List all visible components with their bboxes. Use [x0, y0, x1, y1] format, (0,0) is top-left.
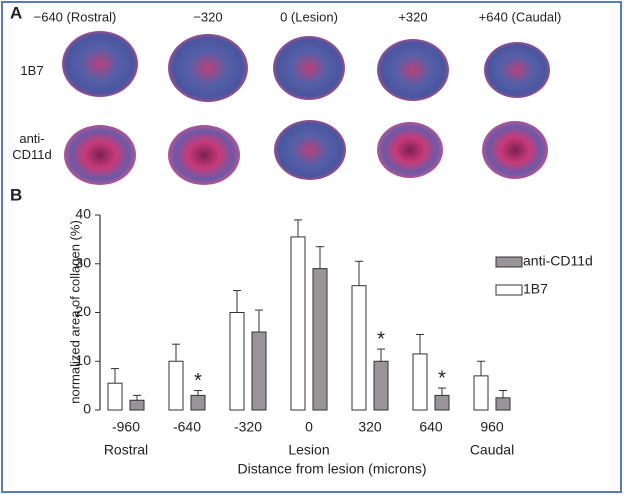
bar [473, 375, 489, 411]
tissue-images [62, 31, 550, 185]
bar [434, 394, 450, 411]
y-tick-label: 0 [83, 401, 91, 417]
row-label: 1B7 [20, 63, 43, 78]
y-tick-label: 10 [75, 352, 91, 368]
bar [495, 397, 511, 411]
y-axis-label: normalized area of collagen (%) [67, 220, 82, 404]
y-tick-label: 40 [75, 206, 91, 222]
bar [168, 360, 184, 411]
bar [412, 353, 428, 411]
bar [290, 236, 306, 411]
panel-label: A [10, 3, 22, 22]
x-tick-label: 640 [419, 419, 443, 435]
legend-label: anti-CD11d [523, 253, 593, 269]
bar [312, 268, 328, 411]
y-tick-label: 30 [75, 254, 91, 270]
x-tick-label: 960 [480, 419, 504, 435]
bar [229, 312, 245, 411]
significance-marker: * [377, 328, 385, 350]
column-label: +320 [398, 9, 427, 24]
y-tick-label: 20 [75, 303, 91, 319]
bar [351, 285, 367, 411]
legend-swatch [495, 284, 523, 296]
significance-marker: * [194, 370, 202, 392]
x-sublabel: Lesion [288, 442, 329, 458]
legend-swatch [495, 256, 523, 268]
bar [373, 360, 389, 411]
column-label: −640 (Rostral) [34, 9, 117, 24]
tissue-image [168, 34, 248, 102]
x-tick-label: 320 [358, 419, 382, 435]
x-sublabel: Rostral [104, 442, 148, 458]
column-label: 0 (Lesion) [280, 9, 338, 24]
tissue-image [274, 120, 346, 180]
panel-label: B [10, 185, 22, 204]
x-axis-label: Distance from lesion (microns) [237, 461, 426, 477]
significance-marker: * [438, 367, 446, 389]
column-label: −320 [193, 9, 222, 24]
tissue-image [62, 31, 138, 97]
x-tick-label: -320 [234, 419, 262, 435]
bar [251, 331, 267, 411]
tissue-image [484, 42, 550, 98]
tissue-image [168, 125, 240, 185]
x-tick-label: -960 [112, 419, 140, 435]
row-label: anti-CD11d [12, 131, 52, 162]
x-tick-label: 0 [305, 419, 313, 435]
tissue-image [377, 122, 443, 178]
column-label: +640 (Caudal) [479, 9, 562, 24]
tissue-image [273, 36, 345, 100]
bar [107, 382, 123, 411]
tissue-image [64, 125, 136, 185]
x-sublabel: Caudal [470, 442, 514, 458]
tissue-image [377, 39, 449, 101]
tissue-image [482, 121, 548, 179]
x-tick-label: -640 [173, 419, 201, 435]
bar [129, 399, 145, 411]
legend-label: 1B7 [523, 281, 548, 297]
bar [190, 394, 206, 411]
